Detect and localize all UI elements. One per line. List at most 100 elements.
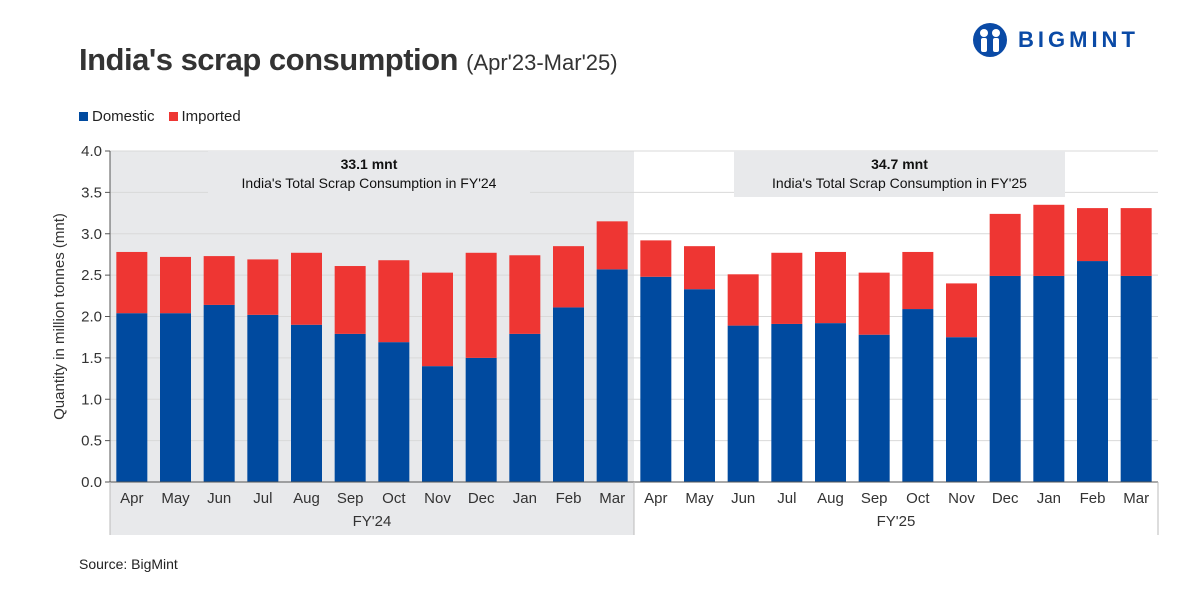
bar-imported xyxy=(422,272,453,367)
annotation-value: 33.1 mnt xyxy=(341,156,398,172)
y-tick-label: 3.5 xyxy=(81,184,102,201)
y-tick-label: 1.0 xyxy=(81,391,102,408)
x-tick-label: Dec xyxy=(992,490,1019,507)
bar-domestic xyxy=(946,337,977,482)
bar-domestic xyxy=(465,357,497,482)
bar-domestic xyxy=(596,269,628,482)
bar-imported xyxy=(727,274,759,326)
bar-imported xyxy=(291,252,322,325)
bar-imported xyxy=(203,256,235,305)
legend-swatch xyxy=(79,112,88,121)
bar-imported xyxy=(160,256,191,314)
group-label: FY'25 xyxy=(877,513,916,530)
source-note: Source: BigMint xyxy=(79,556,178,572)
bar-domestic xyxy=(378,342,410,482)
x-tick-label: Mar xyxy=(1123,490,1149,507)
bar-imported xyxy=(946,283,977,338)
bar-domestic xyxy=(902,309,934,482)
bar-imported xyxy=(640,240,672,277)
annotation-text: India's Total Scrap Consumption in FY'25 xyxy=(772,175,1027,191)
x-tick-label: Sep xyxy=(337,490,364,507)
x-tick-label: Nov xyxy=(948,490,975,507)
fy24-shaded-band xyxy=(110,151,634,535)
bar-imported xyxy=(1033,204,1065,276)
x-tick-label: Sep xyxy=(861,490,888,507)
annotation-value: 34.7 mnt xyxy=(871,156,928,172)
logo-icon xyxy=(973,23,1007,57)
bar-domestic xyxy=(989,275,1021,482)
y-tick-label: 0.5 xyxy=(81,433,102,450)
bar-domestic xyxy=(291,324,322,482)
bar-domestic xyxy=(1120,275,1152,482)
legend-label: Imported xyxy=(181,108,241,125)
bar-imported xyxy=(596,221,628,270)
bar-domestic xyxy=(815,323,846,482)
bar-domestic xyxy=(247,314,279,482)
group-label: FY'24 xyxy=(353,513,392,530)
bar-domestic xyxy=(203,304,235,482)
x-tick-label: Apr xyxy=(644,490,667,507)
legend: Domestic Imported xyxy=(79,108,241,125)
chart-title: India's scrap consumption (Apr'23-Mar'25… xyxy=(79,42,618,78)
x-tick-label: Oct xyxy=(906,490,930,507)
y-axis-label: Quantity in million tonnes (mnt) xyxy=(51,213,68,420)
x-tick-label: Apr xyxy=(120,490,143,507)
x-tick-label: Aug xyxy=(817,490,844,507)
annotation-box xyxy=(208,151,530,197)
bar-domestic xyxy=(334,333,366,482)
bar-domestic xyxy=(509,333,541,482)
bar-imported xyxy=(902,251,934,310)
bar-imported xyxy=(1120,208,1152,276)
bar-domestic xyxy=(1033,275,1065,482)
title-text: India's scrap consumption xyxy=(79,42,459,77)
bar-imported xyxy=(334,266,366,334)
bar-imported xyxy=(378,260,410,343)
bar-domestic xyxy=(858,334,890,482)
bar-imported xyxy=(247,259,279,315)
y-tick-label: 1.5 xyxy=(81,350,102,367)
legend-swatch xyxy=(168,112,178,121)
bar-imported xyxy=(815,251,846,324)
bigmint-logo: BIGMINT xyxy=(972,22,1139,58)
y-tick-label: 3.0 xyxy=(81,226,102,243)
bar-imported xyxy=(684,246,715,290)
bar-imported xyxy=(771,252,803,324)
x-tick-label: Jun xyxy=(207,490,231,507)
annotation-box xyxy=(734,151,1065,197)
bar-domestic xyxy=(116,313,148,482)
y-tick-label: 4.0 xyxy=(81,143,102,160)
bar-domestic xyxy=(771,323,803,482)
x-tick-label: Feb xyxy=(556,490,582,507)
bar-domestic xyxy=(422,366,453,482)
bar-domestic xyxy=(640,276,672,482)
legend-item-domestic: Domestic xyxy=(79,108,155,125)
x-tick-label: Jan xyxy=(1037,490,1061,507)
y-tick-label: 0.0 xyxy=(81,474,102,491)
x-tick-label: Jul xyxy=(777,490,796,507)
legend-item-imported: Imported xyxy=(168,108,241,125)
bar-imported xyxy=(1077,208,1108,262)
bar-domestic xyxy=(160,313,191,482)
x-tick-label: Oct xyxy=(382,490,406,507)
logo-text: BIGMINT xyxy=(1018,27,1139,52)
y-tick-label: 2.0 xyxy=(81,309,102,326)
bar-domestic xyxy=(1077,261,1108,482)
annotation-text: India's Total Scrap Consumption in FY'24 xyxy=(242,175,497,191)
x-tick-label: Feb xyxy=(1080,490,1106,507)
bar-imported xyxy=(989,213,1021,276)
x-tick-label: Nov xyxy=(424,490,451,507)
bar-imported xyxy=(858,272,890,335)
bar-imported xyxy=(553,246,584,308)
bar-imported xyxy=(509,255,541,334)
bar-domestic xyxy=(684,289,715,482)
x-tick-label: May xyxy=(161,490,190,507)
bar-imported xyxy=(116,251,148,314)
legend-label: Domestic xyxy=(92,108,155,125)
x-tick-label: May xyxy=(685,490,714,507)
y-tick-label: 2.5 xyxy=(81,267,102,284)
x-tick-label: Aug xyxy=(293,490,320,507)
x-tick-label: Jun xyxy=(731,490,755,507)
x-tick-label: Jan xyxy=(513,490,537,507)
x-tick-label: Mar xyxy=(599,490,625,507)
